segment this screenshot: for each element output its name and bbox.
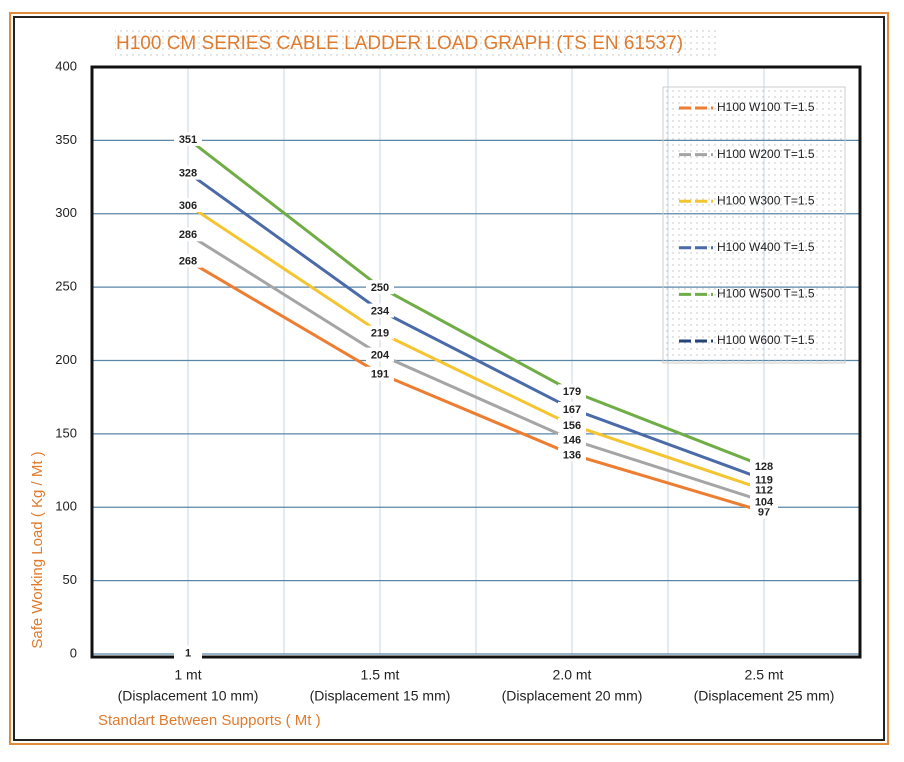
series-line	[187, 203, 765, 492]
data-label: 268	[179, 256, 197, 268]
data-label-bg	[174, 645, 202, 660]
data-label: 167	[563, 404, 581, 416]
data-label: 351	[179, 134, 197, 146]
data-label-bg	[750, 472, 778, 487]
data-label: 146	[563, 435, 581, 447]
data-label-bg	[174, 131, 202, 146]
x-tick-label: 2.5 mt	[745, 667, 784, 683]
data-label: 1	[185, 647, 191, 659]
y-tick-label: 50	[63, 572, 77, 587]
data-label: 128	[755, 461, 773, 473]
series-line	[187, 233, 765, 503]
data-label: 286	[179, 229, 197, 241]
data-label-bg	[558, 432, 586, 447]
data-label: 97	[758, 507, 770, 519]
legend-label: H100 W200 T=1.5	[717, 147, 815, 161]
data-label: 179	[563, 386, 581, 398]
plot-frame	[90, 65, 862, 659]
data-label-bg	[558, 401, 586, 416]
series-line	[187, 259, 765, 514]
data-label: 112	[755, 485, 773, 497]
data-label-bg	[366, 366, 394, 381]
data-label: 119	[755, 474, 773, 486]
data-label-bg	[750, 494, 778, 509]
data-label-bg	[174, 253, 202, 268]
y-tick-label: 350	[55, 132, 77, 147]
x-tick-label: 1 mt	[174, 667, 201, 683]
data-label: 250	[371, 282, 389, 294]
data-label-bg	[750, 459, 778, 474]
data-label: 136	[563, 449, 581, 461]
data-label: 234	[371, 306, 390, 318]
y-tick-label: 250	[55, 279, 77, 294]
series-line	[187, 171, 765, 481]
y-tick-label: 150	[55, 425, 77, 440]
data-label: 104	[755, 496, 774, 508]
y-tick-label: 200	[55, 352, 77, 367]
series-line	[187, 137, 765, 468]
inner-border	[13, 16, 885, 741]
legend-label: H100 W500 T=1.5	[717, 287, 815, 301]
data-label: 204	[371, 350, 390, 362]
y-axis-label: Safe Working Load ( Kg / Mt )	[29, 451, 46, 648]
title-bg	[115, 30, 720, 58]
data-label-bg	[366, 347, 394, 362]
chart-title: H100 CM SERIES CABLE LADDER LOAD GRAPH (…	[116, 33, 683, 54]
legend-box	[662, 86, 846, 364]
data-label: 191	[371, 369, 389, 381]
data-label-bg	[366, 280, 394, 295]
legend-label: H100 W600 T=1.5	[717, 333, 815, 347]
data-label-bg	[174, 227, 202, 242]
x-tick-label: (Displacement 15 mm)	[310, 688, 451, 704]
data-label-bg	[174, 165, 202, 180]
outer-border	[9, 12, 889, 745]
data-label-bg	[174, 197, 202, 212]
x-tick-label: (Displacement 20 mm)	[502, 688, 643, 704]
x-axis-label: Standart Between Supports ( Mt )	[98, 712, 321, 729]
x-tick-label: (Displacement 25 mm)	[694, 688, 835, 704]
x-tick-label: 1.5 mt	[361, 667, 400, 683]
data-label-bg	[558, 418, 586, 433]
y-tick-label: 100	[55, 499, 77, 514]
x-tick-label: 2.0 mt	[553, 667, 592, 683]
x-tick-label: (Displacement 10 mm)	[118, 688, 259, 704]
y-tick-label: 300	[55, 205, 77, 220]
data-label: 328	[179, 168, 197, 180]
y-tick-label: 400	[55, 58, 77, 73]
data-label-bg	[366, 303, 394, 318]
data-label: 156	[563, 420, 581, 432]
data-label: 219	[371, 328, 389, 340]
legend-label: H100 W100 T=1.5	[717, 100, 815, 114]
data-label-bg	[366, 325, 394, 340]
legend-label: H100 W400 T=1.5	[717, 240, 815, 254]
legend-label: H100 W300 T=1.5	[717, 193, 815, 207]
data-label-bg	[558, 447, 586, 462]
data-label-bg	[558, 384, 586, 399]
y-tick-label: 0	[70, 645, 77, 660]
data-label: 306	[179, 200, 197, 212]
